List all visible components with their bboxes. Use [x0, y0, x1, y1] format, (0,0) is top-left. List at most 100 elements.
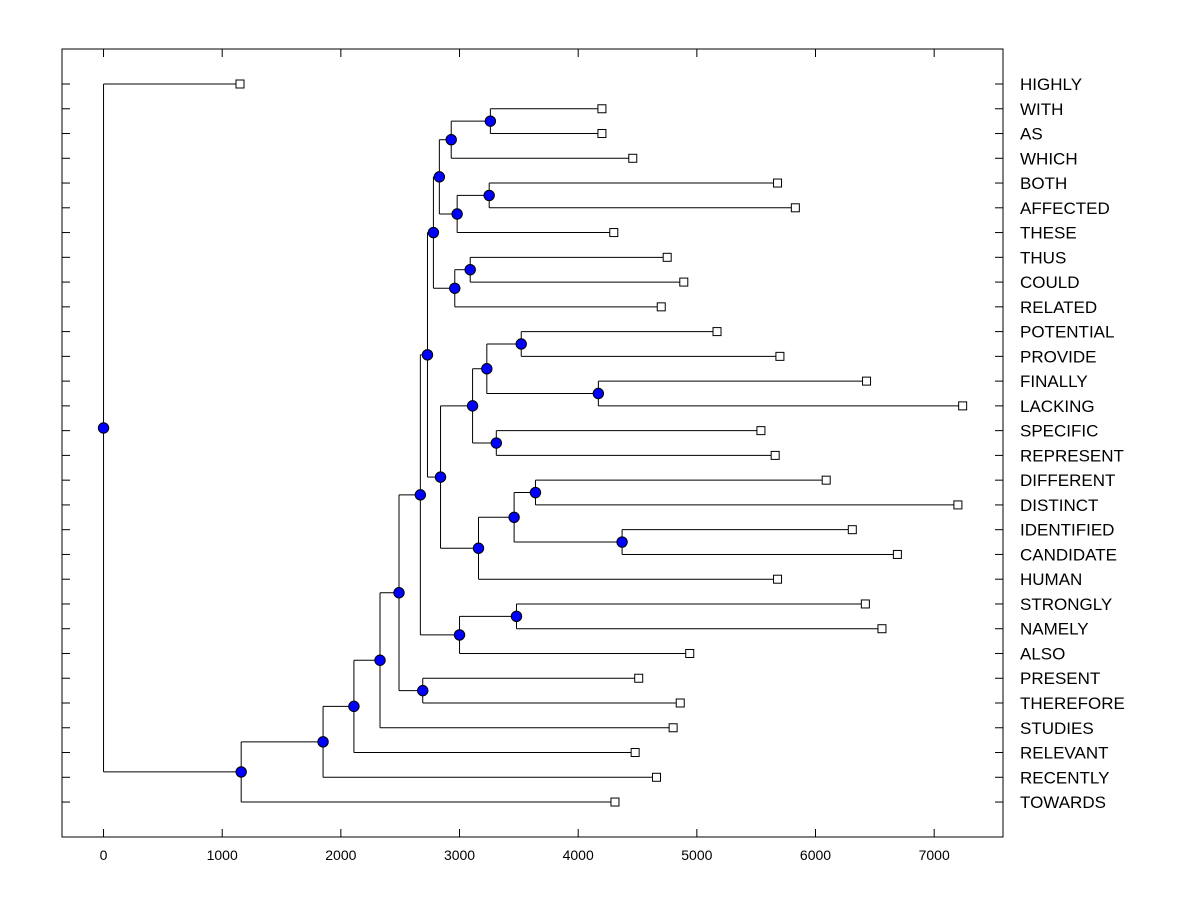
- leaf-label: THUS: [1020, 248, 1066, 267]
- merge-node-marker: [417, 684, 429, 697]
- leaf-label: HUMAN: [1020, 570, 1082, 589]
- leaf-marker: [756, 426, 766, 436]
- leaf-marker: [773, 574, 783, 584]
- leaf-label: THESE: [1020, 224, 1077, 243]
- merge-node-marker: [235, 766, 247, 778]
- merge-node-marker: [393, 587, 405, 599]
- leaf-marker: [235, 79, 245, 89]
- x-tick-label: 6000: [800, 847, 831, 863]
- x-axis: 0 1000 2000 3000 4000 5000 6000 7000: [100, 49, 950, 863]
- x-tick-label: 0: [100, 847, 108, 863]
- leaf-label: PRESENT: [1020, 669, 1100, 688]
- merge-node-marker: [414, 489, 427, 501]
- merge-node-marker: [508, 511, 520, 523]
- x-tick-label: 1000: [207, 847, 238, 863]
- leaf-marker: [662, 252, 672, 262]
- leaf-label: PROVIDE: [1020, 347, 1097, 366]
- leaf-label: STRONGLY: [1020, 595, 1112, 614]
- leaf-marker: [609, 228, 619, 238]
- leaf-label: THEREFORE: [1020, 694, 1125, 713]
- merge-node-marker: [433, 171, 446, 183]
- leaf-marker: [685, 648, 695, 658]
- merge-node-marker: [510, 610, 523, 623]
- x-tick-label: 4000: [563, 847, 594, 863]
- leaf-label: RELATED: [1020, 298, 1097, 317]
- plot-frame: [61, 48, 1004, 838]
- leaf-label: RELEVANT: [1020, 744, 1109, 763]
- leaf-marker: [821, 475, 831, 485]
- leaf-marker: [892, 549, 902, 559]
- merge-node-marker: [434, 471, 447, 483]
- leaf-label: WITH: [1020, 100, 1063, 119]
- leaf-label: POTENTIAL: [1020, 323, 1114, 342]
- leaf-label: AS: [1020, 125, 1043, 144]
- merge-node-marker: [374, 654, 386, 666]
- leaf-label: ALSO: [1020, 644, 1065, 663]
- merge-node-marker: [451, 208, 463, 220]
- leaf-marker: [877, 624, 887, 634]
- leaf-label: FINALLY: [1020, 372, 1088, 391]
- leaf-marker: [597, 129, 607, 139]
- merge-node-marker: [97, 422, 110, 434]
- merge-node-marker: [616, 536, 628, 548]
- leaf-marker: [656, 302, 666, 312]
- leaf-marker: [775, 351, 785, 361]
- leaf-label: WHICH: [1020, 149, 1078, 168]
- leaf-label: COULD: [1020, 273, 1080, 292]
- leaf-label: CANDIDATE: [1020, 545, 1117, 564]
- leaf-marker: [652, 772, 662, 782]
- merge-node-marker: [317, 736, 329, 748]
- leaf-marker: [679, 277, 689, 287]
- merge-node-marker: [472, 542, 485, 554]
- merge-node-marker: [427, 226, 440, 239]
- leaf-marker: [847, 525, 857, 535]
- leaf-label: LACKING: [1020, 397, 1095, 416]
- leaf-label: AFFECTED: [1020, 199, 1110, 218]
- leaf-marker: [634, 673, 644, 683]
- leaf-marker: [773, 178, 783, 188]
- merge-node-marker: [490, 437, 503, 449]
- leaf-ticks: [62, 83, 1003, 803]
- leaf-marker: [770, 450, 780, 460]
- x-tick-label: 5000: [681, 847, 712, 863]
- dendrogram-markers: [97, 79, 968, 807]
- leaf-marker: [790, 203, 800, 213]
- leaf-marker: [597, 104, 607, 114]
- leaf-label: HIGHLY: [1020, 75, 1082, 94]
- merge-node-marker: [481, 363, 493, 375]
- leaf-label: BOTH: [1020, 174, 1067, 193]
- merge-node-marker: [421, 349, 434, 361]
- x-tick-label: 7000: [919, 847, 950, 863]
- leaf-marker: [860, 599, 870, 609]
- merge-node-marker: [484, 115, 497, 127]
- leaf-label: STUDIES: [1020, 719, 1094, 738]
- leaf-marker: [610, 797, 620, 807]
- leaf-labels: HIGHLY WITH AS WHICH BOTH AFFECTED THESE THUS CO…: [1020, 75, 1125, 812]
- merge-node-marker: [592, 387, 605, 400]
- leaf-marker: [953, 500, 963, 510]
- x-tick-label: 2000: [325, 847, 356, 863]
- merge-node-marker: [466, 400, 479, 412]
- merge-node-marker: [464, 264, 476, 276]
- merge-node-marker: [449, 282, 461, 294]
- leaf-label: IDENTIFIED: [1020, 521, 1114, 540]
- leaf-marker: [712, 327, 722, 337]
- leaf-label: RECENTLY: [1020, 768, 1109, 787]
- leaf-label: NAMELY: [1020, 620, 1089, 639]
- leaf-label: DISTINCT: [1020, 496, 1098, 515]
- leaf-marker: [862, 376, 872, 386]
- leaf-label: DIFFERENT: [1020, 471, 1115, 490]
- merge-node-marker: [529, 486, 542, 499]
- leaf-label: SPECIFIC: [1020, 422, 1098, 441]
- merge-node-marker: [348, 700, 360, 713]
- leaf-marker: [958, 401, 968, 411]
- merge-node-marker: [453, 629, 466, 641]
- merge-node-marker: [483, 189, 495, 202]
- leaf-label: REPRESENT: [1020, 446, 1124, 465]
- merge-node-marker: [515, 338, 527, 350]
- leaf-marker: [675, 698, 685, 708]
- x-tick-label: 3000: [444, 847, 475, 863]
- leaf-marker: [668, 723, 678, 733]
